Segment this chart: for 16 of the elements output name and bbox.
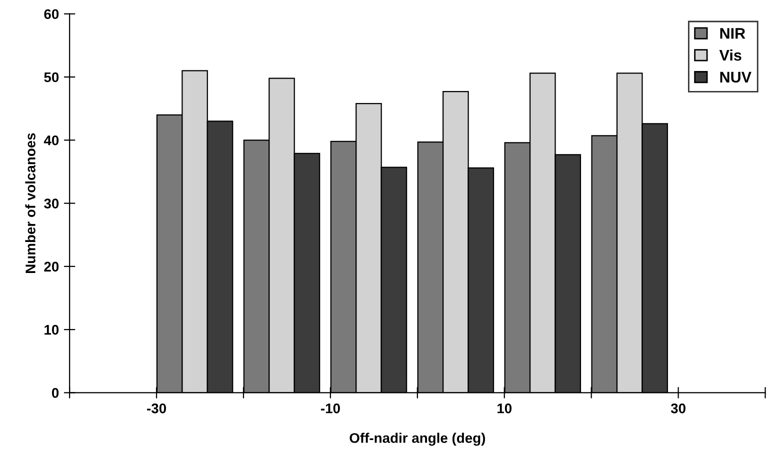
- legend-label: Vis: [719, 49, 742, 61]
- y-tick-label: 0: [52, 388, 59, 398]
- x-tick-label: -30: [147, 403, 166, 414]
- x-axis-title: Off-nadir angle (deg): [350, 432, 486, 446]
- y-tick-label: 10: [44, 324, 59, 335]
- y-tick-label: 30: [44, 198, 59, 208]
- y-axis-title: Number of volcanoes: [25, 133, 36, 273]
- legend-label: NUV: [720, 72, 752, 83]
- y-tick-label: 20: [44, 262, 59, 272]
- y-tick-label: 50: [44, 72, 59, 82]
- x-tick-label: -10: [320, 403, 340, 414]
- y-tick-label: 60: [44, 9, 59, 20]
- x-tick-label: 10: [498, 403, 512, 414]
- y-tick-label: 40: [44, 135, 59, 146]
- x-tick-label: 30: [670, 403, 686, 414]
- legend-label: NIR: [720, 28, 746, 39]
